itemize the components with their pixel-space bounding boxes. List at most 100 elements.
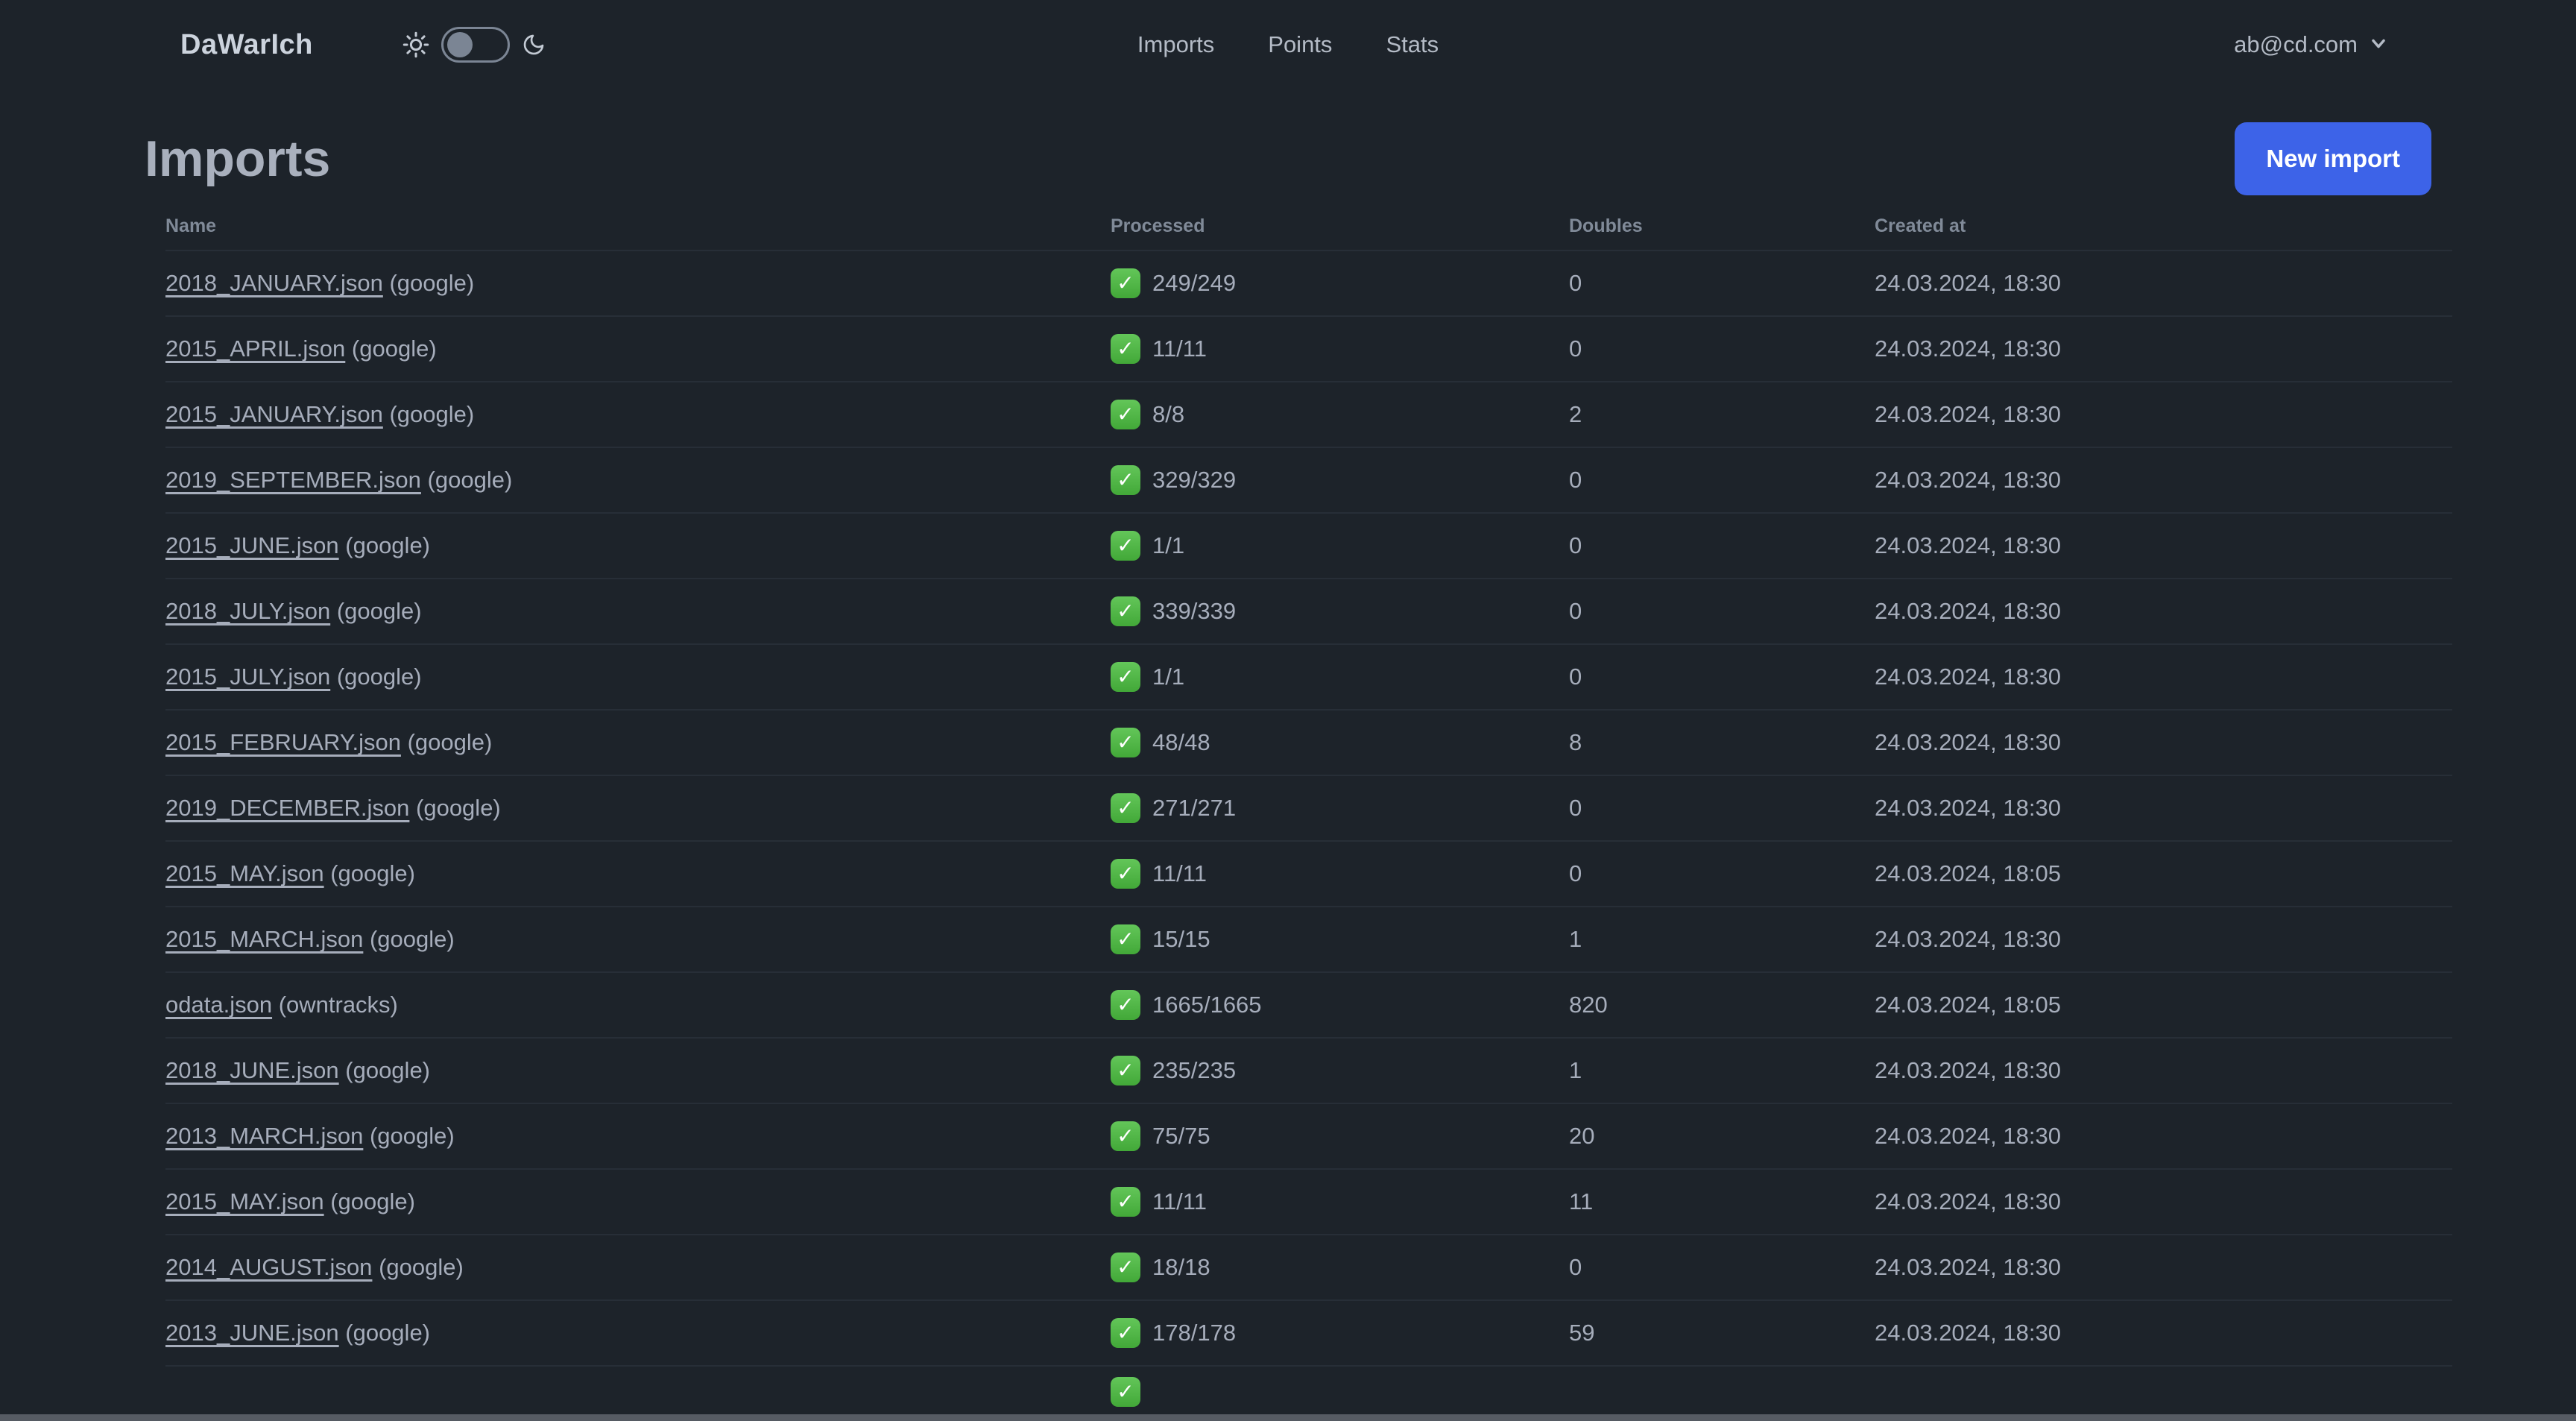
import-file-link[interactable]: 2018_JULY.json <box>165 598 331 624</box>
success-check-icon <box>1111 1187 1140 1217</box>
import-source-label: (google) <box>369 1123 455 1149</box>
name-cell: 2018_JUNE.json (google) <box>165 1038 1111 1104</box>
import-source-label: (google) <box>369 926 455 952</box>
import-file-link[interactable]: 2013_MARCH.json <box>165 1123 364 1149</box>
column-header-created-at: Created at <box>1875 203 2452 251</box>
success-check-icon <box>1111 924 1140 954</box>
import-file-link[interactable]: 2019_SEPTEMBER.json <box>165 467 421 493</box>
account-menu[interactable]: ab@cd.com <box>2234 31 2389 58</box>
imports-table: Name Processed Doubles Created at 2018_J… <box>165 203 2452 1421</box>
name-cell: 2015_FEBRUARY.json (google) <box>165 710 1111 776</box>
table-row: 2015_JUNE.json (google) 1/1 0 24.03.2024… <box>165 513 2452 579</box>
processed-cell: 235/235 <box>1111 1038 1569 1104</box>
theme-toggle-group <box>402 27 546 63</box>
processed-count: 235/235 <box>1152 1057 1237 1083</box>
table-row: 2015_APRIL.json (google) 11/11 0 24.03.2… <box>165 316 2452 382</box>
name-cell: 2015_MARCH.json (google) <box>165 907 1111 973</box>
doubles-cell: 0 <box>1569 251 1875 317</box>
processed-count: 1665/1665 <box>1152 992 1262 1018</box>
table-row: 2013_JUNE.json (google) 178/178 59 24.03… <box>165 1300 2452 1367</box>
import-file-link[interactable]: 2015_JULY.json <box>165 664 331 690</box>
doubles-cell: 0 <box>1569 841 1875 907</box>
import-file-link[interactable]: 2019_DECEMBER.json <box>165 795 410 821</box>
table-row: 2013_MARCH.json (google) 75/75 20 24.03.… <box>165 1103 2452 1170</box>
success-check-icon <box>1111 334 1140 364</box>
toggle-knob <box>446 32 473 57</box>
theme-toggle-switch[interactable] <box>441 27 510 63</box>
processed-cell: 8/8 <box>1111 382 1569 448</box>
created-at-cell: 24.03.2024, 18:30 <box>1875 1300 2452 1367</box>
processed-cell: 339/339 <box>1111 579 1569 645</box>
import-source-label: (google) <box>389 401 475 427</box>
processed-count: 271/271 <box>1152 795 1237 821</box>
import-source-label: (google) <box>407 729 493 755</box>
name-cell: 2013_MARCH.json (google) <box>165 1103 1111 1170</box>
import-file-link[interactable]: 2015_MAY.json <box>165 1188 324 1214</box>
created-at-cell: 24.03.2024, 18:05 <box>1875 972 2452 1039</box>
created-at-cell: 24.03.2024, 18:30 <box>1875 251 2452 317</box>
processed-count: 329/329 <box>1152 467 1237 493</box>
table-row: 2015_MAY.json (google) 11/11 0 24.03.202… <box>165 841 2452 907</box>
processed-count: 1/1 <box>1152 664 1185 690</box>
import-file-link[interactable]: 2015_MARCH.json <box>165 926 364 952</box>
import-file-link[interactable]: 2015_JUNE.json <box>165 532 339 558</box>
page-header: Imports New import <box>0 122 2576 195</box>
success-check-icon <box>1111 728 1140 757</box>
table-row: 2018_JUNE.json (google) 235/235 1 24.03.… <box>165 1038 2452 1104</box>
success-check-icon <box>1111 531 1140 561</box>
processed-count: 11/11 <box>1152 860 1207 886</box>
created-at-cell: 24.03.2024, 18:30 <box>1875 775 2452 842</box>
import-source-label: (google) <box>336 598 422 624</box>
nav-link-points[interactable]: Points <box>1268 31 1333 57</box>
import-file-link[interactable]: 2015_JANUARY.json <box>165 401 383 427</box>
import-source-label: (google) <box>379 1254 464 1280</box>
new-import-button[interactable]: New import <box>2235 122 2431 195</box>
doubles-cell <box>1569 1366 1875 1421</box>
doubles-cell: 8 <box>1569 710 1875 776</box>
import-source-label: (google) <box>351 335 437 362</box>
created-at-cell: 24.03.2024, 18:30 <box>1875 382 2452 448</box>
import-source-label: (google) <box>345 1320 431 1346</box>
import-file-link[interactable]: 2018_JANUARY.json <box>165 270 383 296</box>
doubles-cell: 1 <box>1569 1038 1875 1104</box>
success-check-icon <box>1111 793 1140 823</box>
doubles-cell: 0 <box>1569 316 1875 382</box>
processed-count: 11/11 <box>1152 335 1207 362</box>
app-logo[interactable]: DaWarIch <box>180 28 313 60</box>
doubles-cell: 820 <box>1569 972 1875 1039</box>
import-file-link[interactable]: 2015_FEBRUARY.json <box>165 729 401 755</box>
created-at-cell: 24.03.2024, 18:30 <box>1875 644 2452 710</box>
import-file-link[interactable]: 2013_JUNE.json <box>165 1320 339 1346</box>
processed-count: 15/15 <box>1152 926 1210 952</box>
processed-count: 178/178 <box>1152 1320 1237 1346</box>
import-file-link[interactable]: 2015_MAY.json <box>165 860 324 886</box>
table-row: 2015_FEBRUARY.json (google) 48/48 8 24.0… <box>165 710 2452 776</box>
success-check-icon <box>1111 268 1140 298</box>
success-check-icon <box>1111 1377 1140 1407</box>
name-cell: 2015_MAY.json (google) <box>165 1169 1111 1235</box>
table-row: odata.json (owntracks) 1665/1665 820 24.… <box>165 972 2452 1039</box>
name-cell: 2018_JULY.json (google) <box>165 579 1111 645</box>
table-row: 2015_MAY.json (google) 11/11 11 24.03.20… <box>165 1169 2452 1235</box>
horizontal-scrollbar[interactable] <box>0 1414 2576 1421</box>
success-check-icon <box>1111 1121 1140 1151</box>
import-file-link[interactable]: 2015_APRIL.json <box>165 335 346 362</box>
created-at-cell: 24.03.2024, 18:30 <box>1875 447 2452 514</box>
name-cell: 2018_JANUARY.json (google) <box>165 251 1111 317</box>
processed-cell: 1/1 <box>1111 644 1569 710</box>
import-source-label: (google) <box>389 270 475 296</box>
import-source-label: (google) <box>427 467 513 493</box>
created-at-cell: 24.03.2024, 18:30 <box>1875 316 2452 382</box>
created-at-cell: 24.03.2024, 18:30 <box>1875 907 2452 973</box>
import-file-link[interactable]: 2014_AUGUST.json <box>165 1254 373 1280</box>
column-header-name: Name <box>165 203 1111 251</box>
name-cell: odata.json (owntracks) <box>165 972 1111 1039</box>
created-at-cell: 24.03.2024, 18:30 <box>1875 513 2452 579</box>
import-file-link[interactable]: odata.json <box>165 992 273 1018</box>
nav-link-imports[interactable]: Imports <box>1137 31 1215 57</box>
nav-link-stats[interactable]: Stats <box>1386 31 1439 57</box>
name-cell: 2015_JUNE.json (google) <box>165 513 1111 579</box>
import-file-link[interactable]: 2018_JUNE.json <box>165 1057 339 1083</box>
column-header-processed: Processed <box>1111 203 1569 251</box>
import-source-label: (google) <box>345 1057 431 1083</box>
